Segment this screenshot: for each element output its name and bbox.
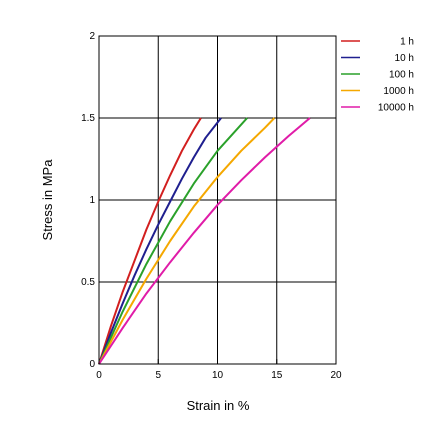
legend-label: 1 h <box>400 37 414 48</box>
legend-label: 1000 h <box>383 86 414 97</box>
x-tick-label: 20 <box>330 370 342 381</box>
x-tick-label: 10 <box>212 370 224 381</box>
y-tick-label: 0 <box>89 359 95 370</box>
x-tick-label: 5 <box>155 370 161 381</box>
y-tick-label: 0.5 <box>81 277 95 288</box>
x-tick-label: 0 <box>96 370 102 381</box>
legend-label: 10000 h <box>378 103 414 114</box>
y-axis-label: Stress in MPa <box>40 159 55 241</box>
series-line-1 <box>98 117 222 365</box>
legend-label: 100 h <box>389 70 414 81</box>
legend-label: 10 h <box>395 53 414 64</box>
series-lines <box>98 117 311 365</box>
x-tick-label: 15 <box>271 370 283 381</box>
series-line-2 <box>98 117 248 365</box>
y-tick-label: 1.5 <box>81 113 95 124</box>
series-line-3 <box>98 117 276 365</box>
y-tick-label: 1 <box>89 195 95 206</box>
legend: 1 h 10 h 100 h 1000 h 10000 h <box>341 37 414 114</box>
axis-ticks: 0 5 10 15 20 0 0.5 1 1.5 2 <box>81 31 342 381</box>
series-line-4 <box>98 117 311 365</box>
x-axis-label: Strain in % <box>187 398 250 413</box>
y-tick-label: 2 <box>89 31 95 42</box>
series-line-0 <box>98 117 202 365</box>
